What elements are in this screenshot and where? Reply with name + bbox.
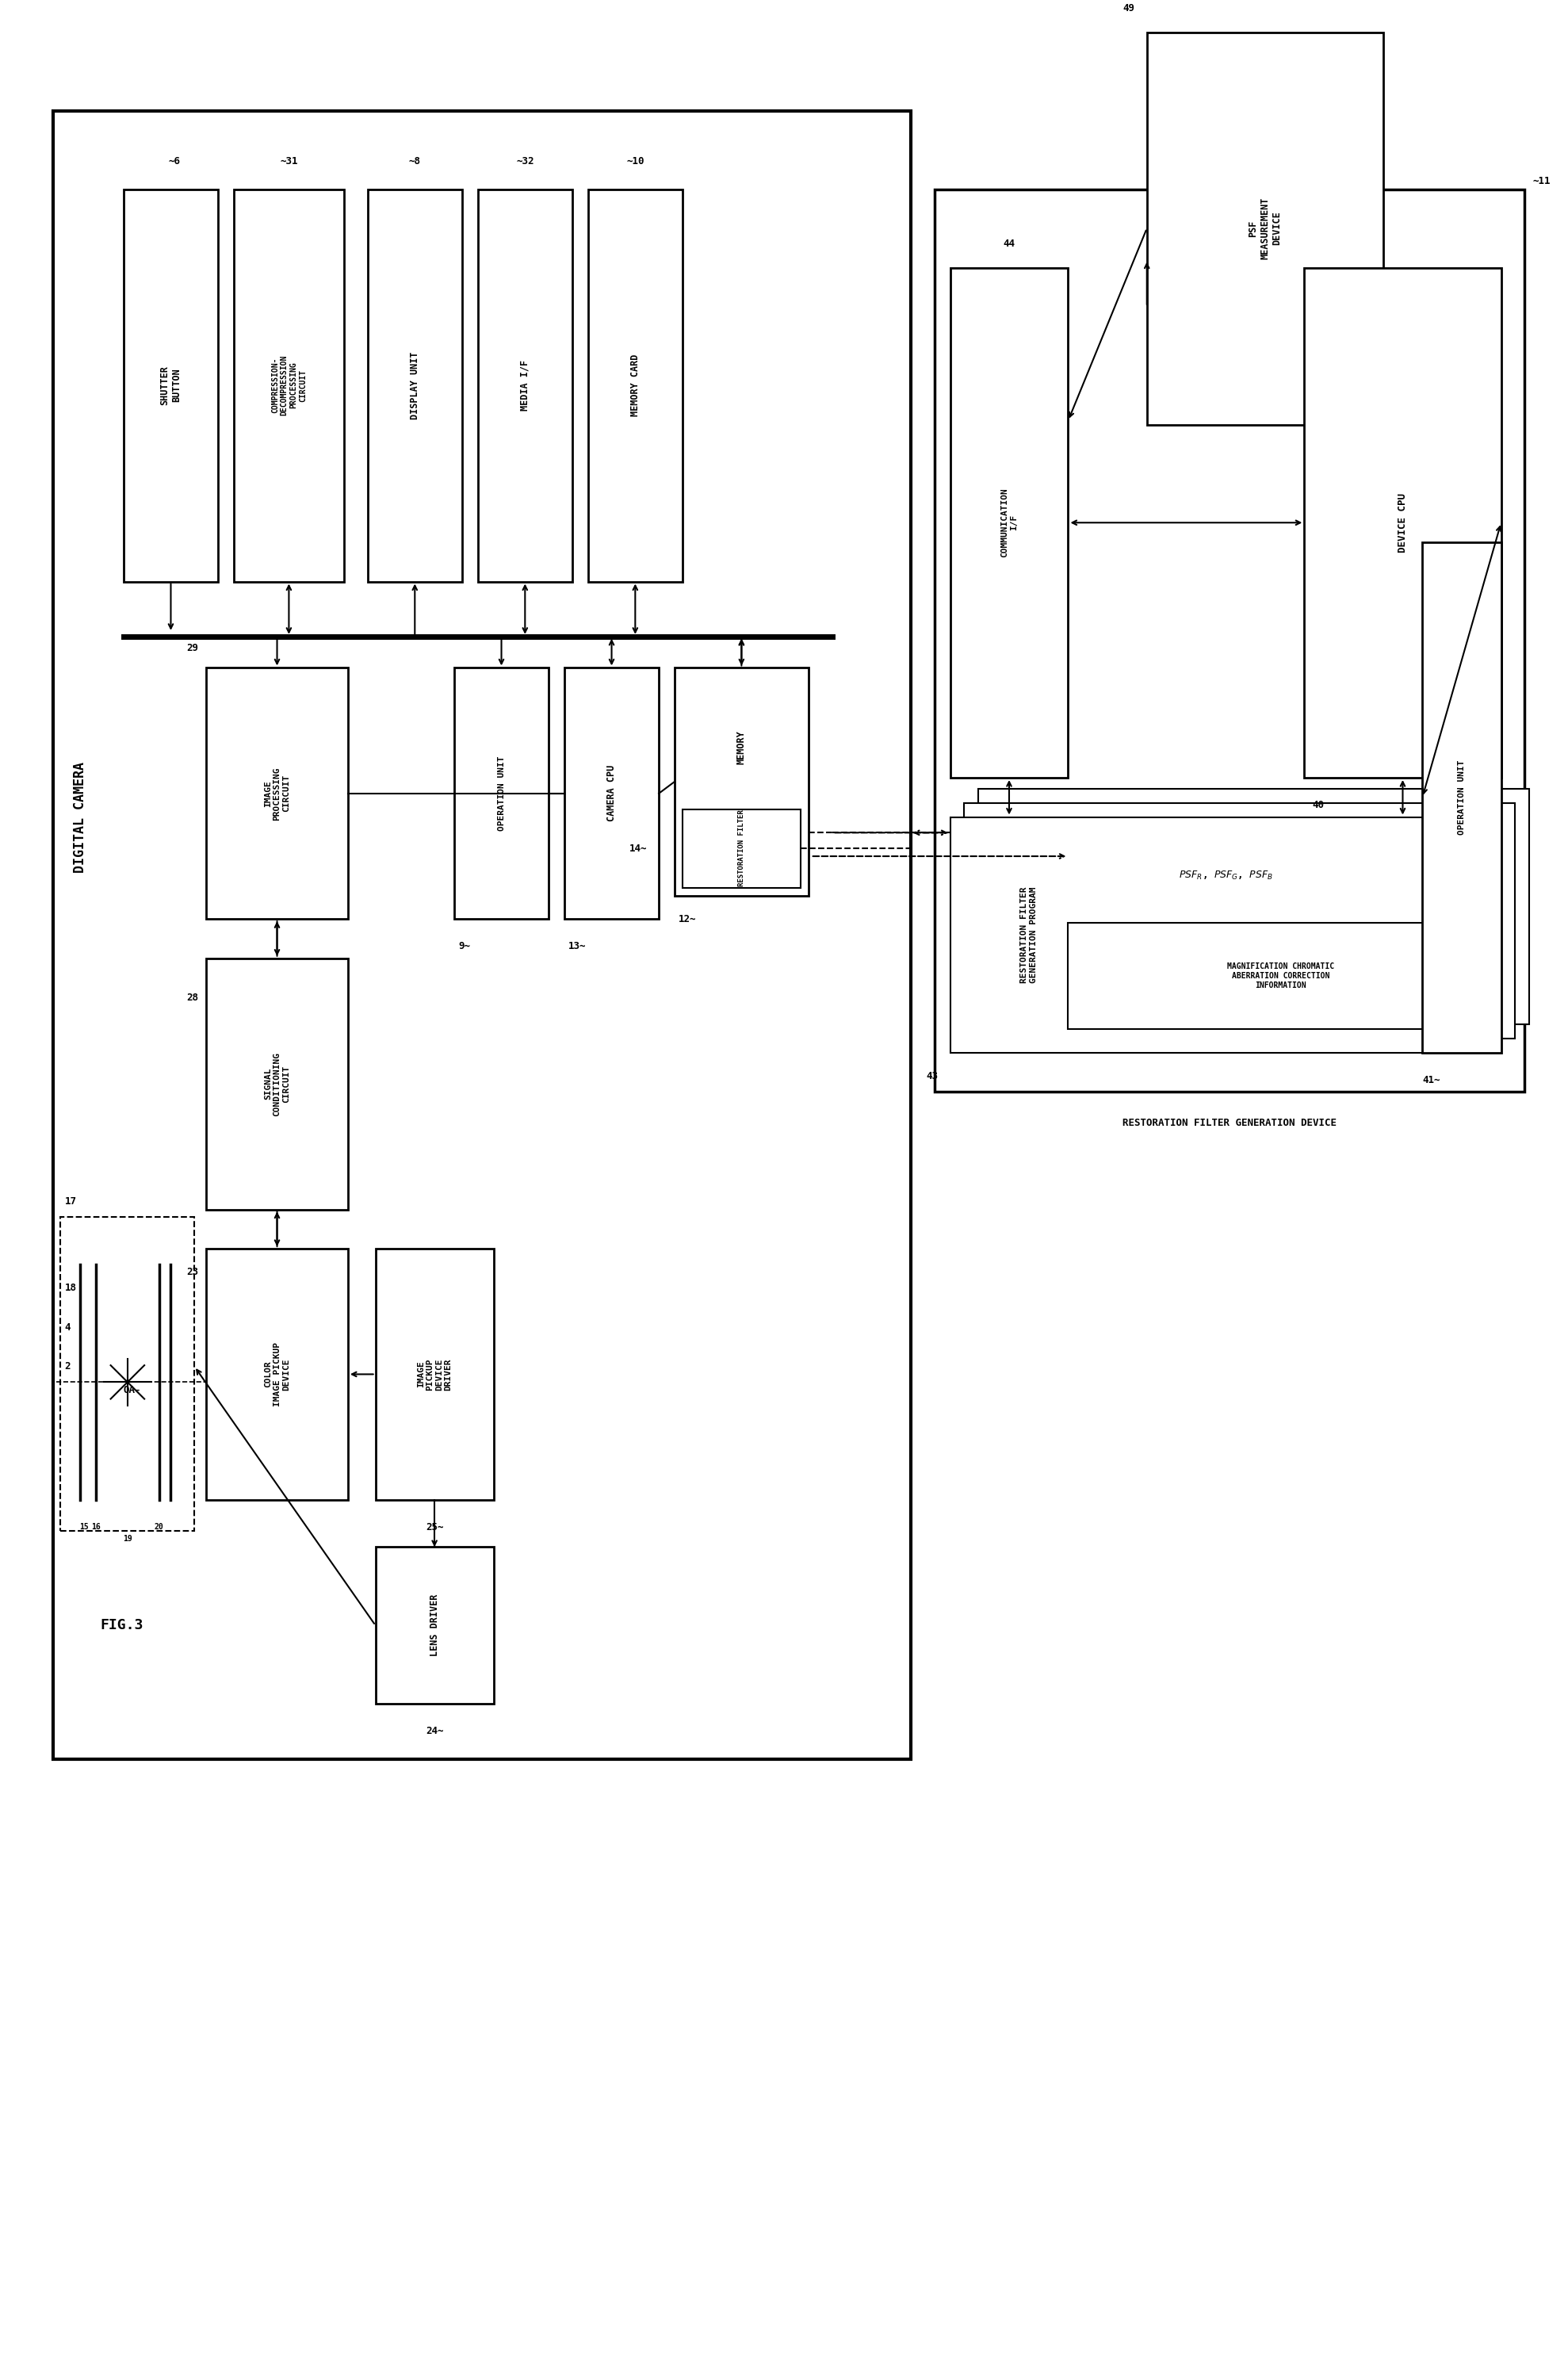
Bar <box>682 809 801 887</box>
Text: FIG.3: FIG.3 <box>100 1619 143 1633</box>
Text: 29: 29 <box>187 642 199 654</box>
Bar <box>207 668 348 920</box>
Text: 25~: 25~ <box>425 1522 444 1532</box>
Text: IMAGE
PROCESSING
CIRCUIT: IMAGE PROCESSING CIRCUIT <box>263 767 290 821</box>
Text: COLOR
IMAGE PICKUP
DEVICE: COLOR IMAGE PICKUP DEVICE <box>263 1341 290 1407</box>
Text: 19: 19 <box>122 1534 132 1544</box>
Bar <box>61 1217 194 1532</box>
Text: DIGITAL CAMERA: DIGITAL CAMERA <box>74 762 88 873</box>
Bar <box>935 188 1524 1092</box>
Bar <box>375 1546 494 1704</box>
Text: MEDIA I/F: MEDIA I/F <box>521 360 530 412</box>
Text: COMMUNICATION
I/F: COMMUNICATION I/F <box>1000 487 1018 558</box>
Bar <box>124 188 218 581</box>
Text: RESTORATION FILTER
GENERATION PROGRAM: RESTORATION FILTER GENERATION PROGRAM <box>1021 887 1038 984</box>
Text: RESTORATION FILTER: RESTORATION FILTER <box>739 809 745 887</box>
Text: ~32: ~32 <box>516 155 535 167</box>
Bar <box>455 668 549 920</box>
Text: 2: 2 <box>64 1362 71 1372</box>
Bar <box>564 668 659 920</box>
Text: RESTORATION FILTER GENERATION DEVICE: RESTORATION FILTER GENERATION DEVICE <box>1123 1118 1336 1127</box>
Bar <box>1146 33 1383 424</box>
Bar <box>53 111 911 1758</box>
Text: 41~: 41~ <box>1422 1075 1441 1085</box>
Text: $PSF_R$, $PSF_{G}$, $PSF_B$: $PSF_R$, $PSF_{G}$, $PSF_B$ <box>1179 871 1273 882</box>
Text: DISPLAY UNIT: DISPLAY UNIT <box>409 351 420 419</box>
Text: 13~: 13~ <box>568 941 586 951</box>
Text: DEVICE CPU: DEVICE CPU <box>1397 492 1408 553</box>
Text: 12~: 12~ <box>679 913 696 925</box>
Bar <box>234 188 343 581</box>
Text: COMPRESSION-
DECOMPRESSION
PROCESSING
CIRCUIT: COMPRESSION- DECOMPRESSION PROCESSING CI… <box>271 355 307 416</box>
Text: 24~: 24~ <box>425 1727 444 1737</box>
Text: 18: 18 <box>64 1282 77 1294</box>
Text: SHUTTER
BUTTON: SHUTTER BUTTON <box>160 365 182 405</box>
Text: OPERATION UNIT: OPERATION UNIT <box>497 755 505 831</box>
Text: 28: 28 <box>187 993 199 1002</box>
Text: 40: 40 <box>1312 800 1323 809</box>
Bar <box>375 1249 494 1499</box>
Text: ~8: ~8 <box>409 155 420 167</box>
Bar <box>950 268 1068 779</box>
Text: ~6: ~6 <box>169 155 180 167</box>
Text: CAMERA CPU: CAMERA CPU <box>607 765 616 821</box>
Text: MEMORY CARD: MEMORY CARD <box>630 355 640 416</box>
Text: 9~: 9~ <box>458 941 470 951</box>
Text: 15: 15 <box>80 1522 89 1532</box>
Bar <box>367 188 463 581</box>
Text: 44: 44 <box>1004 240 1014 249</box>
Bar <box>1068 922 1493 1028</box>
Text: SIGNAL
CONDITIONING
CIRCUIT: SIGNAL CONDITIONING CIRCUIT <box>263 1052 290 1115</box>
Text: LENS DRIVER: LENS DRIVER <box>430 1595 439 1657</box>
Text: IMAGE
PICKUP
DEVICE
DRIVER: IMAGE PICKUP DEVICE DRIVER <box>417 1358 452 1391</box>
Text: 20: 20 <box>154 1522 163 1532</box>
Bar <box>1305 268 1501 779</box>
Text: 17: 17 <box>64 1195 77 1207</box>
Text: 16: 16 <box>91 1522 100 1532</box>
Text: 23: 23 <box>187 1266 199 1278</box>
Bar <box>588 188 682 581</box>
Bar <box>478 188 572 581</box>
Bar <box>950 816 1501 1052</box>
Text: ~11: ~11 <box>1532 176 1551 186</box>
Text: 4: 4 <box>64 1322 71 1332</box>
Text: PSF
MEASUREMENT
DEVICE: PSF MEASUREMENT DEVICE <box>1248 198 1283 259</box>
Text: 43: 43 <box>927 1071 938 1080</box>
Text: MAGNIFICATION CHROMATIC
ABERRATION CORRECTION
INFORMATION: MAGNIFICATION CHROMATIC ABERRATION CORRE… <box>1228 962 1334 988</box>
Text: MEMORY: MEMORY <box>737 729 746 765</box>
Bar <box>978 788 1529 1024</box>
Text: 49: 49 <box>1123 2 1135 14</box>
Text: ~31: ~31 <box>281 155 298 167</box>
Text: OA-: OA- <box>124 1386 141 1395</box>
Bar <box>207 1249 348 1499</box>
Text: ~10: ~10 <box>626 155 644 167</box>
Bar <box>964 802 1515 1038</box>
Text: OPERATION UNIT: OPERATION UNIT <box>1458 760 1466 835</box>
Bar <box>207 958 348 1209</box>
Bar <box>674 668 809 896</box>
Bar <box>1422 541 1501 1052</box>
Text: 14~: 14~ <box>629 842 648 854</box>
